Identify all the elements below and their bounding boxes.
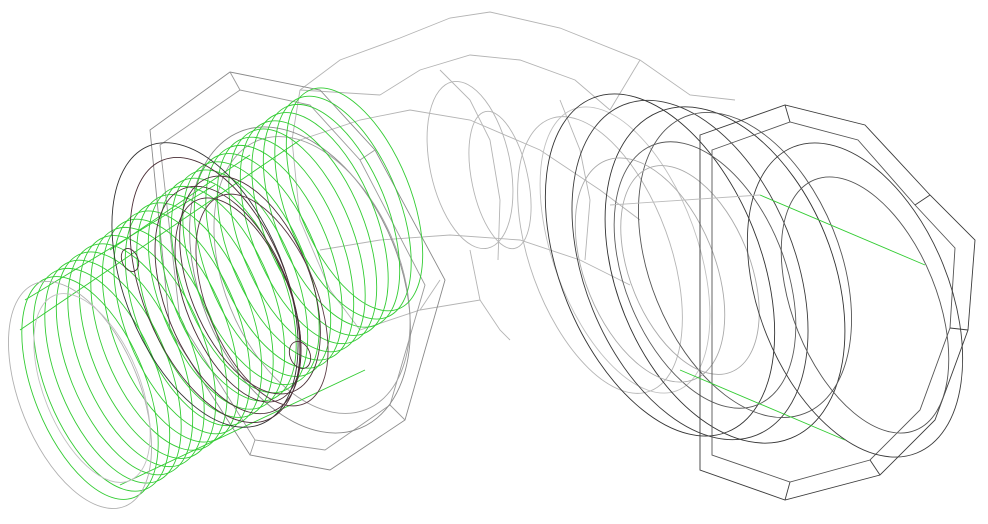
right-ring-inner-2 — [593, 146, 787, 395]
right-hex-nut — [700, 105, 988, 500]
right-nut-edge-b — [915, 195, 930, 205]
right-fitting-assembly — [485, 61, 988, 500]
right-ring-dark-3 — [559, 71, 891, 478]
thread-ring — [166, 135, 358, 396]
body-inner-top — [380, 55, 610, 110]
thread-ring — [143, 151, 335, 412]
left-seal-ring-5 — [169, 176, 355, 425]
right-ring-grey-2 — [506, 84, 744, 415]
left-nut-face-circle — [147, 94, 452, 466]
right-axis-connector — [610, 195, 760, 205]
body-edge-2 — [610, 60, 640, 110]
thread-ring — [224, 94, 416, 355]
body-port-inner — [458, 106, 542, 255]
body-crease-1 — [440, 70, 500, 260]
thread-ring — [201, 110, 393, 371]
thread-ring — [178, 126, 370, 387]
right-nut-hex-outline — [700, 105, 975, 500]
right-nut-edge-a — [785, 105, 790, 122]
thread-ring — [63, 208, 255, 469]
body-bore-top — [300, 110, 640, 220]
body-outline-bottom — [360, 300, 510, 340]
right-axis-top — [760, 195, 925, 265]
body-outline-top — [300, 12, 735, 100]
left-threaded-section — [0, 69, 451, 524]
right-nut-edge-c — [950, 328, 968, 330]
left-nut-edge-d — [250, 440, 255, 455]
left-nut-edge-b — [360, 150, 375, 160]
left-nut-hex-outline — [150, 72, 445, 470]
thread-ring — [109, 176, 301, 437]
right-nut-edge-e — [785, 482, 790, 500]
right-nut-face-inner — [748, 153, 983, 457]
right-nut-edge-d — [870, 460, 880, 475]
thread-ring — [247, 77, 439, 338]
thread-ring — [212, 102, 404, 363]
body-edge-1 — [300, 90, 380, 95]
right-center-axis — [610, 195, 925, 440]
thread-ring — [189, 118, 381, 379]
right-axis-bottom — [680, 370, 845, 440]
thread-ring — [258, 69, 450, 330]
thread-ring — [40, 225, 232, 486]
elbow-body-wireframe — [292, 12, 735, 340]
left-sealing-ring — [75, 116, 355, 454]
right-ring-dark-4 — [597, 81, 893, 449]
right-nut-hex-inner — [712, 122, 955, 482]
left-fitting-assembly — [0, 69, 453, 524]
left-nut-edge-c — [390, 405, 405, 420]
thread-ring — [17, 241, 209, 502]
thread-ring — [120, 167, 312, 428]
body-edge-4 — [470, 250, 480, 300]
body-edge-3 — [420, 280, 440, 310]
right-nut-face-circle — [705, 111, 988, 488]
right-fitting-rings — [485, 61, 893, 479]
thread-ring — [235, 85, 427, 346]
left-nut-edge-a — [230, 72, 240, 90]
thread-top-line — [20, 140, 300, 330]
